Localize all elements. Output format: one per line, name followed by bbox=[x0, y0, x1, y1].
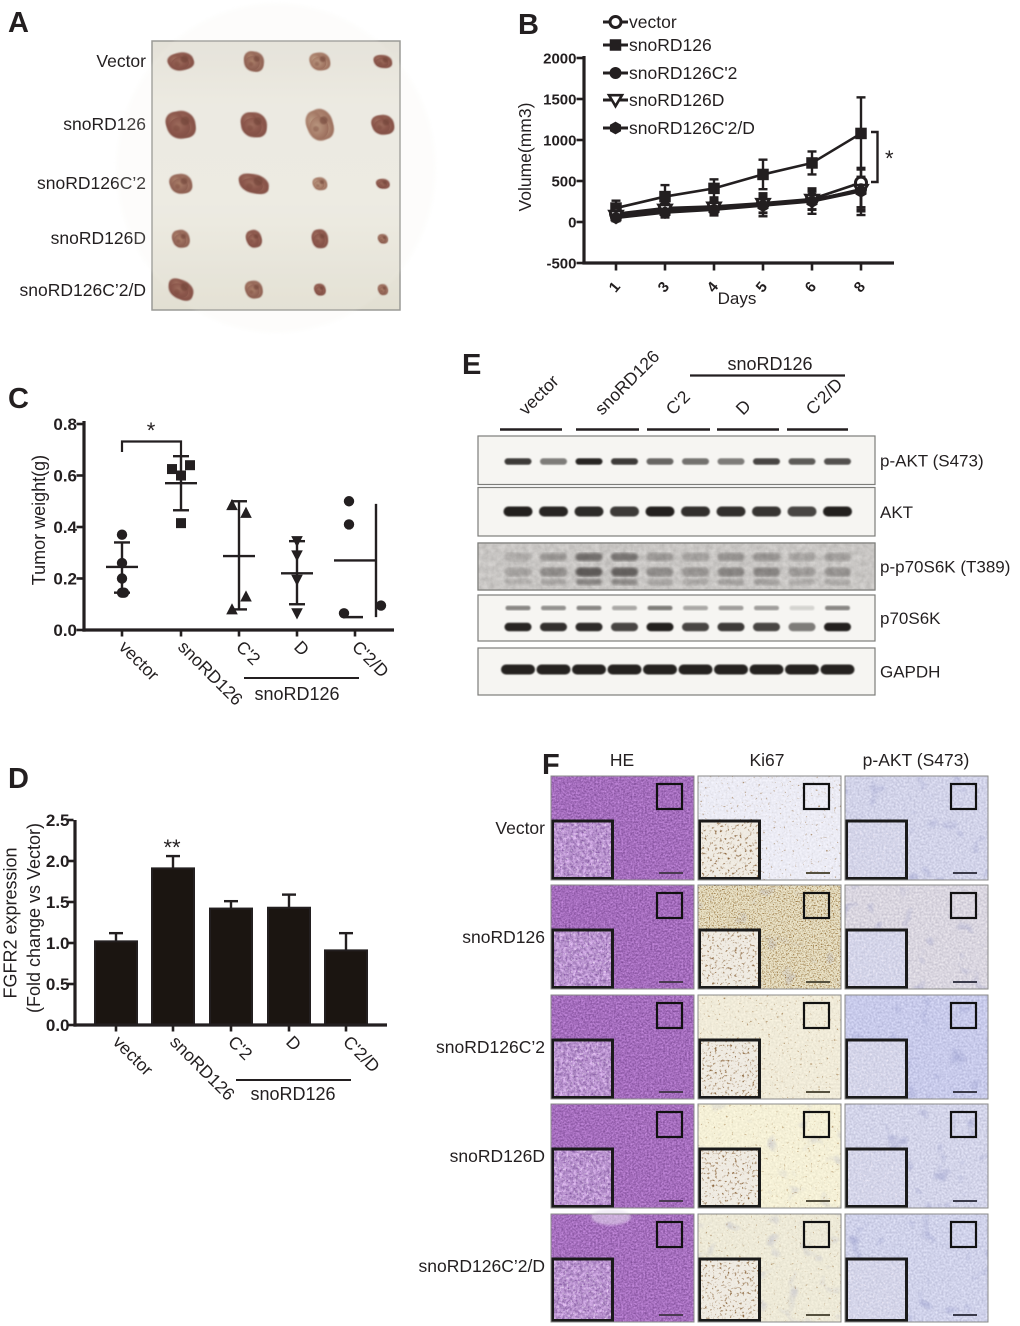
svg-text:E: E bbox=[462, 349, 481, 381]
svg-text:p-AKT (S473): p-AKT (S473) bbox=[880, 451, 984, 470]
svg-text:D: D bbox=[732, 396, 755, 419]
svg-text:C'2/D: C'2/D bbox=[348, 637, 393, 682]
svg-text:snoRD126D: snoRD126D bbox=[51, 228, 146, 248]
svg-text:Ki67: Ki67 bbox=[749, 750, 784, 770]
svg-text:Vector: Vector bbox=[96, 51, 146, 71]
svg-text:D: D bbox=[282, 1032, 305, 1055]
svg-text:Vector: Vector bbox=[495, 818, 545, 838]
svg-text:snoRD126C'2: snoRD126C'2 bbox=[629, 63, 737, 83]
svg-text:C'2/D: C'2/D bbox=[802, 374, 847, 419]
svg-text:snoRD126: snoRD126 bbox=[250, 1084, 335, 1104]
svg-text:2000: 2000 bbox=[543, 51, 576, 68]
svg-text:0.4: 0.4 bbox=[53, 518, 77, 537]
svg-text:0.2: 0.2 bbox=[53, 570, 77, 589]
svg-text:snoRD126C’2/D: snoRD126C’2/D bbox=[20, 280, 146, 300]
svg-text:snoRD126C’2/D: snoRD126C’2/D bbox=[419, 1256, 545, 1276]
svg-text:3: 3 bbox=[655, 279, 673, 296]
svg-text:F: F bbox=[542, 749, 560, 781]
svg-text:1.0: 1.0 bbox=[46, 934, 70, 953]
svg-text:FGFR2 expression: FGFR2 expression bbox=[1, 847, 21, 998]
svg-text:HE: HE bbox=[610, 750, 634, 770]
svg-text:*: * bbox=[885, 146, 894, 171]
svg-text:D: D bbox=[290, 637, 313, 660]
svg-text:Tumor weight(g): Tumor weight(g) bbox=[29, 455, 49, 585]
svg-text:0.0: 0.0 bbox=[53, 621, 77, 640]
svg-text:2.0: 2.0 bbox=[46, 852, 70, 871]
svg-text:snoRD126: snoRD126 bbox=[254, 684, 339, 704]
svg-text:snoRD126: snoRD126 bbox=[591, 346, 664, 419]
svg-text:p70S6K: p70S6K bbox=[880, 609, 941, 628]
svg-text:vector: vector bbox=[515, 371, 563, 419]
svg-text:C'2: C'2 bbox=[224, 1032, 256, 1064]
svg-text:500: 500 bbox=[551, 174, 576, 191]
svg-text:**: ** bbox=[163, 835, 181, 860]
svg-text:Days: Days bbox=[718, 289, 757, 308]
svg-text:0.6: 0.6 bbox=[53, 467, 77, 486]
svg-text:snoRD126C'2/D: snoRD126C'2/D bbox=[629, 118, 755, 138]
svg-text:snoRD126D: snoRD126D bbox=[450, 1146, 545, 1166]
svg-text:0.0: 0.0 bbox=[46, 1016, 70, 1035]
svg-text:-500: -500 bbox=[546, 256, 576, 273]
svg-text:C'2: C'2 bbox=[232, 637, 264, 669]
svg-text:1: 1 bbox=[606, 279, 624, 296]
svg-text:(Fold change vs Vector): (Fold change vs Vector) bbox=[24, 823, 44, 1013]
svg-text:0: 0 bbox=[568, 215, 576, 232]
svg-text:1500: 1500 bbox=[543, 92, 576, 109]
svg-text:D: D bbox=[8, 763, 29, 795]
svg-text:snoRD126: snoRD126 bbox=[462, 927, 545, 947]
svg-text:Volume(mm3): Volume(mm3) bbox=[515, 103, 535, 212]
svg-text:2.5: 2.5 bbox=[46, 811, 70, 830]
svg-text:6: 6 bbox=[802, 279, 820, 296]
svg-text:8: 8 bbox=[851, 279, 869, 296]
svg-text:GAPDH: GAPDH bbox=[880, 663, 940, 682]
svg-text:0.8: 0.8 bbox=[53, 415, 77, 434]
svg-text:vector: vector bbox=[109, 1032, 157, 1080]
svg-text:snoRD126: snoRD126 bbox=[629, 35, 712, 55]
svg-text:AKT: AKT bbox=[880, 503, 913, 522]
svg-text:C'2: C'2 bbox=[662, 387, 694, 419]
svg-text:snoRD126: snoRD126 bbox=[727, 354, 812, 374]
svg-text:*: * bbox=[147, 418, 156, 443]
svg-text:1000: 1000 bbox=[543, 133, 576, 150]
svg-text:vector: vector bbox=[629, 12, 677, 32]
svg-text:C: C bbox=[8, 383, 29, 415]
svg-text:0.5: 0.5 bbox=[46, 975, 70, 994]
svg-text:C'2/D: C'2/D bbox=[339, 1032, 384, 1077]
svg-text:p-p70S6K (T389): p-p70S6K (T389) bbox=[880, 558, 1010, 577]
svg-text:vector: vector bbox=[115, 637, 163, 685]
svg-text:snoRD126C’2: snoRD126C’2 bbox=[436, 1037, 545, 1057]
svg-text:p-AKT (S473): p-AKT (S473) bbox=[863, 750, 970, 770]
svg-text:B: B bbox=[518, 9, 539, 41]
svg-text:1.5: 1.5 bbox=[46, 893, 70, 912]
svg-text:A: A bbox=[8, 7, 29, 39]
svg-text:snoRD126D: snoRD126D bbox=[629, 90, 724, 110]
